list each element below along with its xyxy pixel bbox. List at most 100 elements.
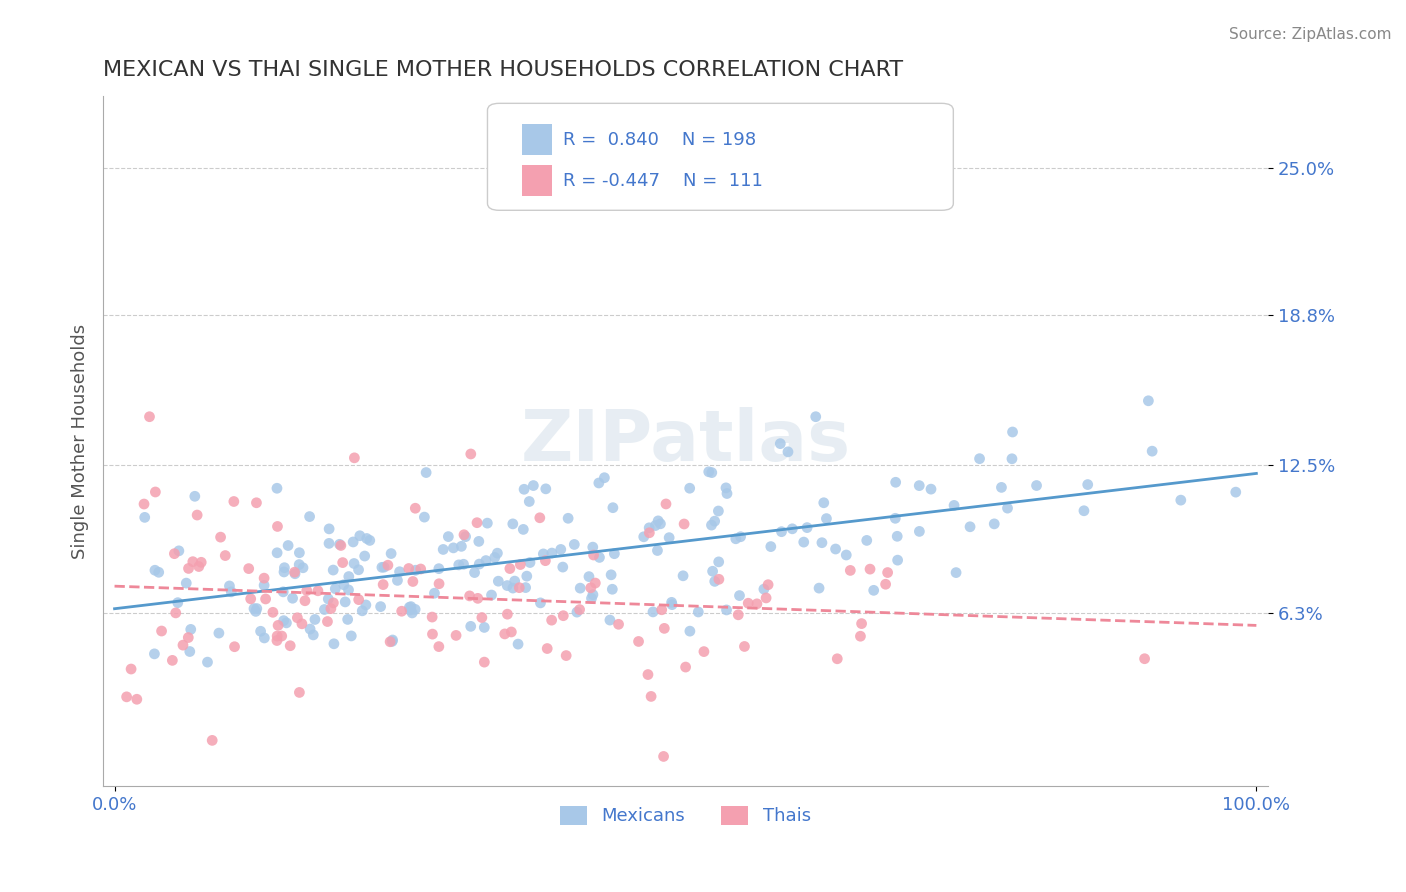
Mexicans — [582, 540, 605, 554]
Mexicans — [304, 612, 326, 626]
Thais — [727, 607, 749, 622]
Mexicans — [314, 602, 336, 616]
Thais — [404, 501, 426, 516]
Thais — [555, 648, 578, 663]
Mexicans — [813, 496, 835, 510]
Thais — [377, 558, 399, 573]
Mexicans — [475, 553, 498, 567]
Mexicans — [776, 445, 799, 459]
Mexicans — [522, 478, 544, 492]
Thais — [472, 655, 495, 669]
Thais — [295, 583, 318, 598]
Thais — [391, 604, 413, 618]
Mexicans — [221, 585, 243, 599]
Mexicans — [496, 578, 519, 592]
Mexicans — [249, 624, 271, 639]
Mexicans — [557, 511, 579, 525]
Mexicans — [318, 522, 340, 536]
Thais — [373, 577, 395, 591]
Mexicans — [340, 629, 363, 643]
Mexicans — [588, 550, 610, 565]
Thais — [422, 627, 444, 641]
Mexicans — [273, 560, 295, 574]
Mexicans — [347, 563, 370, 577]
Mexicans — [569, 581, 592, 595]
Mexicans — [388, 565, 411, 579]
Mexicans — [271, 585, 294, 599]
Mexicans — [811, 535, 834, 549]
Mexicans — [835, 548, 858, 562]
Mexicans — [541, 546, 564, 560]
Mexicans — [450, 540, 472, 554]
Thais — [745, 597, 768, 611]
Mexicans — [920, 482, 942, 496]
Thais — [693, 644, 716, 658]
Thais — [509, 558, 531, 572]
Mexicans — [716, 603, 738, 617]
Thais — [458, 589, 481, 603]
Mexicans — [353, 549, 375, 563]
Thais — [165, 606, 187, 620]
Thais — [181, 555, 204, 569]
Mexicans — [600, 582, 623, 597]
Mexicans — [415, 466, 437, 480]
Mexicans — [1073, 504, 1095, 518]
Mexicans — [337, 582, 360, 597]
Mexicans — [703, 574, 725, 589]
Mexicans — [714, 481, 737, 495]
Thais — [172, 638, 194, 652]
Thais — [851, 616, 873, 631]
Thais — [651, 603, 673, 617]
Mexicans — [582, 588, 605, 602]
Mexicans — [707, 504, 730, 518]
Thais — [125, 692, 148, 706]
Mexicans — [316, 591, 339, 606]
Thais — [288, 685, 311, 699]
Thais — [319, 601, 342, 615]
Mexicans — [534, 482, 557, 496]
Thais — [673, 516, 696, 531]
Mexicans — [506, 637, 529, 651]
Mexicans — [302, 628, 325, 642]
Mexicans — [513, 483, 536, 497]
Mexicans — [990, 480, 1012, 494]
Thais — [501, 624, 523, 639]
Mexicans — [808, 581, 831, 595]
Mexicans — [184, 489, 207, 503]
Thais — [427, 576, 450, 591]
Mexicans — [886, 529, 908, 543]
Mexicans — [371, 560, 394, 574]
Thais — [343, 450, 366, 465]
Mexicans — [578, 569, 600, 583]
Mexicans — [550, 542, 572, 557]
Thais — [322, 596, 344, 610]
Mexicans — [197, 655, 219, 669]
Mexicans — [796, 520, 818, 534]
Mexicans — [679, 624, 702, 639]
Mexicans — [562, 537, 585, 551]
Mexicans — [399, 603, 422, 617]
Mexicans — [352, 604, 374, 618]
Mexicans — [862, 583, 884, 598]
Thais — [607, 617, 630, 632]
Thais — [467, 591, 489, 606]
Mexicans — [603, 547, 626, 561]
Mexicans — [647, 543, 669, 558]
Text: R =  0.840    N = 198: R = 0.840 N = 198 — [564, 131, 756, 149]
Mexicans — [697, 465, 720, 479]
Thais — [253, 571, 276, 585]
Mexicans — [441, 541, 464, 555]
Mexicans — [599, 613, 621, 627]
Mexicans — [454, 530, 477, 544]
Thais — [245, 496, 267, 510]
Mexicans — [486, 546, 509, 560]
Mexicans — [503, 574, 526, 588]
Thais — [755, 591, 778, 605]
Mexicans — [484, 550, 506, 565]
Mexicans — [602, 500, 624, 515]
Mexicans — [1140, 444, 1163, 458]
Mexicans — [332, 578, 354, 592]
Mexicans — [427, 562, 450, 576]
Thais — [214, 549, 236, 563]
Legend: Mexicans, Thais: Mexicans, Thais — [553, 799, 818, 832]
